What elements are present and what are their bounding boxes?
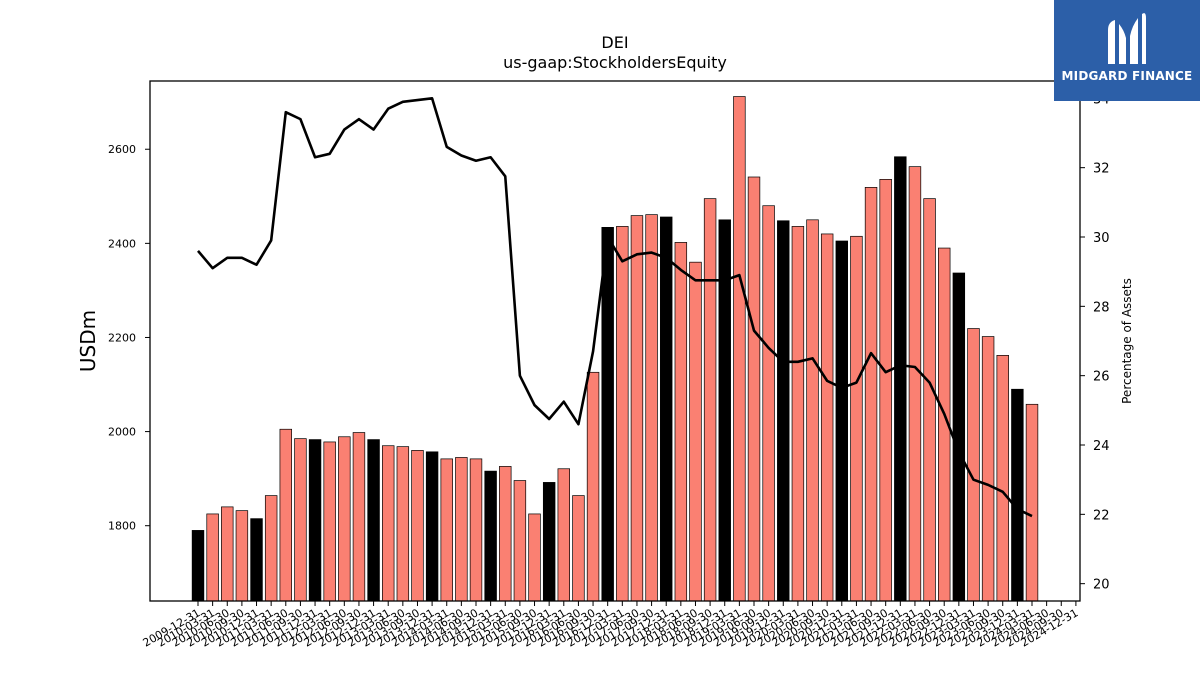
y-tick-label: 2600 xyxy=(108,143,136,156)
y2-tick-label: 26 xyxy=(1093,370,1110,385)
bar xyxy=(791,226,805,602)
bar xyxy=(835,240,849,602)
y2-tick-label: 28 xyxy=(1093,300,1110,315)
bar xyxy=(703,198,717,602)
bar xyxy=(1011,388,1024,602)
bar xyxy=(542,482,556,602)
bar xyxy=(396,446,410,602)
y2-tick-label: 22 xyxy=(1093,508,1110,523)
bar xyxy=(308,439,322,602)
bar xyxy=(996,355,1009,602)
bar xyxy=(762,205,775,602)
x-axis: 2009-12-312010-03-312010-06-302010-09-30… xyxy=(141,601,1080,650)
y-tick-label: 2200 xyxy=(108,331,136,344)
bar xyxy=(616,226,629,602)
bar xyxy=(323,441,336,602)
bar xyxy=(952,272,966,602)
brand-logo: MIDGARD FINANCE xyxy=(1054,0,1200,101)
bar-series xyxy=(191,96,1039,602)
bar xyxy=(513,480,527,602)
bar xyxy=(894,156,907,602)
bar xyxy=(777,220,790,602)
bar xyxy=(264,495,278,602)
bar xyxy=(425,451,439,602)
chart-title: DEI xyxy=(601,33,628,52)
bar xyxy=(279,428,293,602)
bar xyxy=(660,216,673,602)
bar xyxy=(850,235,863,602)
y-axis-right: 2022242628303234 xyxy=(1080,92,1110,593)
bar xyxy=(528,513,541,602)
y2-tick-label: 24 xyxy=(1093,439,1110,454)
y2-axis-label: Percentage of Assets xyxy=(1120,278,1134,404)
midgard-m-icon xyxy=(1108,13,1146,65)
bar xyxy=(718,219,731,602)
bar xyxy=(674,242,688,602)
bar xyxy=(352,432,366,602)
bar xyxy=(908,166,922,602)
bar xyxy=(367,439,380,602)
bar xyxy=(338,436,351,602)
bar xyxy=(250,518,263,602)
y-tick-label: 2400 xyxy=(108,237,136,250)
y2-tick-label: 32 xyxy=(1093,162,1110,177)
bar xyxy=(484,470,497,602)
bar xyxy=(967,328,980,602)
bar xyxy=(1025,403,1039,602)
bar xyxy=(601,227,614,602)
bar xyxy=(235,510,249,602)
bar xyxy=(864,187,878,602)
bar xyxy=(747,176,761,602)
bar xyxy=(981,336,995,602)
y2-tick-label: 20 xyxy=(1093,578,1110,593)
line-series xyxy=(197,97,1033,518)
y-axis-left: 1800 2000 2200 2400 2600 xyxy=(108,143,150,533)
bar xyxy=(806,219,819,602)
y-axis-label: USDm xyxy=(76,310,100,372)
y-tick-label: 2000 xyxy=(108,426,136,439)
bar xyxy=(630,215,644,602)
percentage-line xyxy=(197,97,1033,518)
bar xyxy=(820,233,834,602)
bar xyxy=(206,513,219,602)
bar xyxy=(557,468,571,602)
bar xyxy=(645,214,658,602)
bar xyxy=(294,438,307,602)
bar xyxy=(499,466,512,602)
plot-frame xyxy=(149,80,1081,602)
chart-subtitle: us-gaap:StockholdersEquity xyxy=(503,53,727,72)
bar xyxy=(923,198,936,602)
bar xyxy=(382,445,395,602)
bar xyxy=(455,457,468,602)
bar xyxy=(221,506,234,602)
y2-tick-label: 30 xyxy=(1093,231,1110,246)
bar xyxy=(440,458,453,602)
y-tick-label: 1800 xyxy=(108,520,136,533)
bar xyxy=(689,261,702,602)
bar xyxy=(191,530,205,602)
brand-name: MIDGARD FINANCE xyxy=(1061,69,1193,83)
bar xyxy=(469,458,483,602)
bar xyxy=(586,371,600,602)
bar xyxy=(572,495,585,602)
bar xyxy=(411,450,424,602)
bar xyxy=(879,179,892,602)
bar xyxy=(733,96,746,602)
